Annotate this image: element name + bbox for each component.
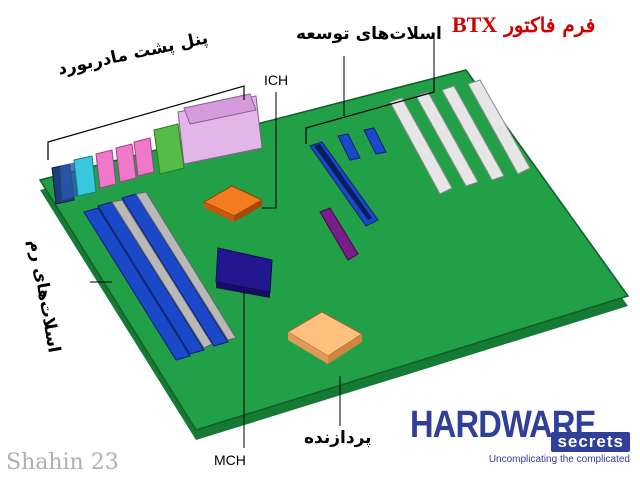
pcie-x16-slot <box>309 141 379 227</box>
label-expansion-slots: اسلات‌های توسعه <box>296 24 442 44</box>
ich-chip <box>202 185 264 222</box>
label-ich: ICH <box>264 72 289 88</box>
title-brand: BTX <box>452 12 498 37</box>
label-mch: MCH <box>214 452 246 468</box>
hardware-secrets-logo: HARDWARE secrets Uncomplicating the comp… <box>408 404 632 474</box>
title-prefix: فرم فاکتور <box>504 13 596 37</box>
watermark: Shahin 23 <box>6 450 119 475</box>
logo-tagline: Uncomplicating the complicated <box>488 454 630 465</box>
cpu-chip <box>287 311 363 364</box>
diagram-title: فرم فاکتور BTX <box>452 12 595 38</box>
pci-slots <box>389 79 531 195</box>
label-processor: پردازنده <box>304 428 372 448</box>
logo-secondary: secrets <box>551 432 630 452</box>
purple-component <box>319 207 359 261</box>
back-panel-ports <box>51 93 263 205</box>
mch-chip <box>215 247 273 298</box>
ram-slots <box>83 191 237 361</box>
pcie-x1-slots <box>337 127 387 161</box>
